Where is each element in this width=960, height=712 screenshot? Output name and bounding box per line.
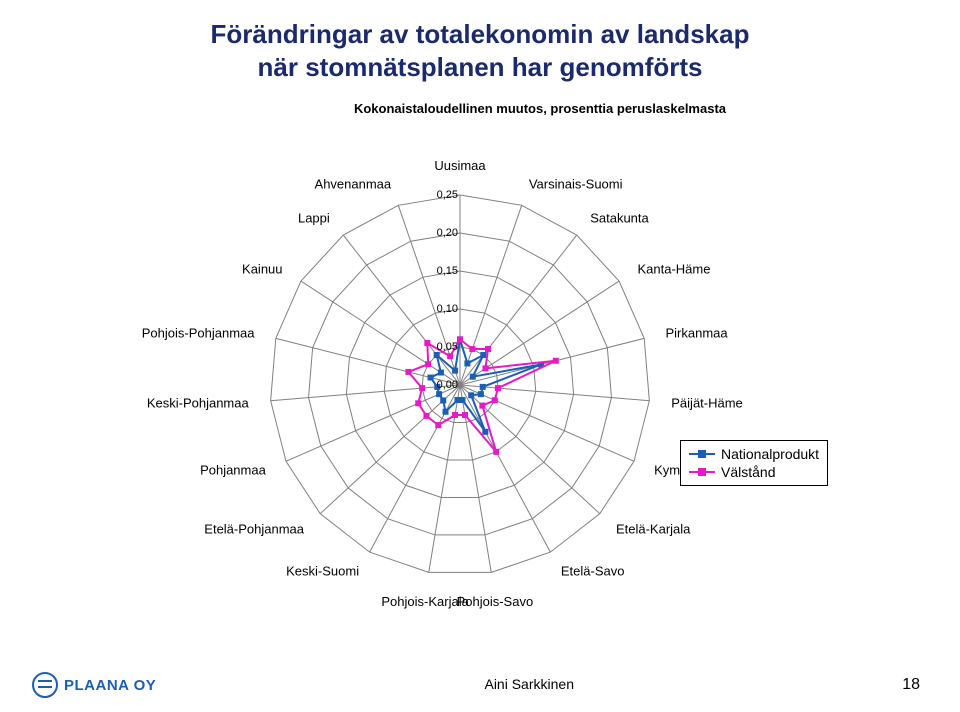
axis-label: Ahvenanmaa: [315, 177, 392, 192]
axis-label: Satakunta: [590, 210, 649, 225]
axis-label: Varsinais-Suomi: [529, 177, 623, 192]
chart-subtitle: Kokonaistaloudellinen muutos, prosenttia…: [120, 101, 960, 116]
axis-label: Etelä-Pohjanmaa: [204, 521, 304, 536]
axis-label: Päijät-Häme: [671, 395, 743, 410]
axis-label: Etelä-Savo: [561, 564, 625, 579]
logo-text: PLAANA OY: [64, 677, 156, 694]
scale-label: 0,10: [437, 303, 458, 315]
axis-label: Uusimaa: [434, 158, 485, 173]
axis-label: Keski-Pohjanmaa: [147, 395, 249, 410]
axis-label: Etelä-Karjala: [616, 521, 690, 536]
scale-label: 0,15: [437, 265, 458, 277]
scale-label: 0,25: [437, 189, 458, 201]
radar-chart: Uusimaa Varsinais-Suomi Satakunta Kanta-Häm…: [55, 120, 905, 600]
logo: PLAANA OY: [32, 672, 156, 698]
page-number: 18: [902, 676, 920, 694]
scale-label: 0,05: [437, 341, 458, 353]
axis-label: Kainuu: [242, 262, 282, 277]
axis-label: Lappi: [298, 210, 330, 225]
scale-label: 0,00: [437, 379, 458, 391]
legend-item: Nationalprodukt: [689, 445, 819, 463]
footer: PLAANA OY Aini Sarkkinen 18: [0, 672, 960, 698]
legend-label: Nationalprodukt: [721, 446, 819, 462]
page-title: Förändringar av totalekonomin av landska…: [0, 0, 960, 83]
axis-label: Pohjois-Karjala: [381, 594, 468, 609]
title-line-2: när stomnätsplanen har genomförts: [0, 51, 960, 84]
logo-icon: [32, 672, 58, 698]
axis-label: Pirkanmaa: [666, 325, 728, 340]
axis-label: Keski-Suomi: [286, 564, 359, 579]
legend-label: Välstånd: [721, 464, 775, 480]
title-line-1: Förändringar av totalekonomin av landska…: [0, 18, 960, 51]
axis-label: Pohjanmaa: [200, 463, 266, 478]
scale-label: 0,20: [437, 227, 458, 239]
presenter-name: Aini Sarkkinen: [484, 676, 574, 692]
axis-label: Kanta-Häme: [637, 262, 710, 277]
legend-item: Välstånd: [689, 463, 819, 481]
chart-legend: Nationalprodukt Välstånd: [680, 440, 828, 486]
axis-label: Pohjois-Pohjanmaa: [142, 325, 255, 340]
